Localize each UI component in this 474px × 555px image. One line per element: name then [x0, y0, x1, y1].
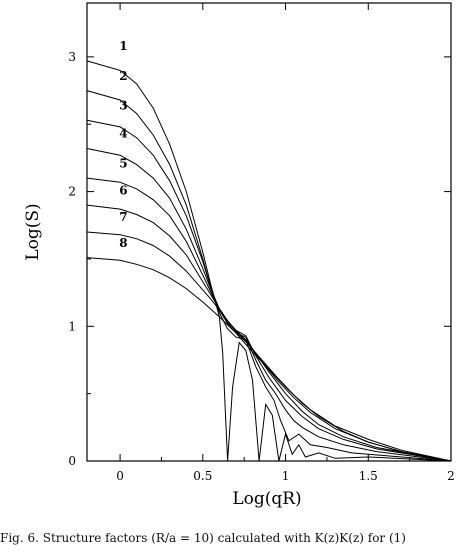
figure-caption: Fig. 6. Structure factors (R/a = 10) cal… — [0, 531, 406, 545]
x-tick-label: 0.5 — [193, 469, 212, 483]
series-line-2 — [86, 90, 452, 462]
series-label-8: 8 — [119, 236, 127, 250]
y-tick-label: 1 — [68, 319, 76, 333]
series-line-8 — [86, 257, 452, 462]
x-tick-label: 1.5 — [359, 469, 378, 483]
series-line-7 — [86, 231, 452, 462]
series-label-2: 2 — [119, 69, 127, 83]
series-label-5: 5 — [119, 156, 127, 170]
x-tick-label: 1 — [282, 469, 290, 483]
series-line-5 — [86, 177, 452, 462]
curves-layer — [86, 60, 452, 462]
series-line-4 — [86, 148, 452, 462]
ticks-layer: 0 0.5 1 1.5 2 0 1 2 3 — [68, 3, 455, 483]
x-axis-title: Log(qR) — [232, 489, 301, 509]
series-label-7: 7 — [119, 210, 127, 224]
y-tick-label: 0 — [68, 454, 76, 468]
series-label-4: 4 — [119, 127, 127, 141]
x-tick-label: 0 — [116, 469, 124, 483]
y-tick-label: 3 — [68, 50, 76, 64]
y-tick-label: 2 — [68, 185, 76, 199]
series-line-6 — [86, 204, 452, 462]
series-line-1 — [86, 60, 452, 462]
series-label-6: 6 — [119, 183, 127, 197]
series-label-1: 1 — [119, 39, 127, 53]
series-label-3: 3 — [119, 98, 127, 112]
x-tick-label: 2 — [447, 469, 455, 483]
labels-layer: 1 2 3 4 5 6 7 8 — [119, 39, 127, 250]
y-axis-title: Log(S) — [23, 203, 43, 260]
